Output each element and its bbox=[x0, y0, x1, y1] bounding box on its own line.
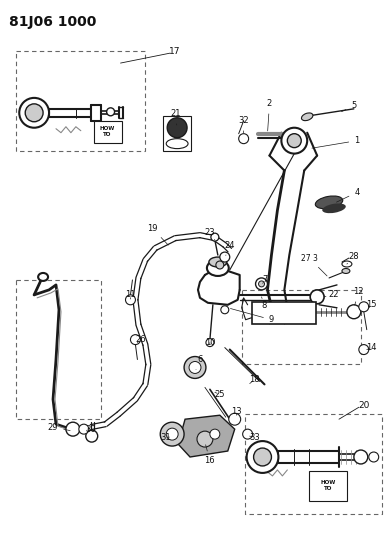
Circle shape bbox=[197, 431, 213, 447]
Ellipse shape bbox=[342, 261, 352, 267]
Circle shape bbox=[19, 98, 49, 128]
Bar bbox=[16, 51, 145, 151]
Circle shape bbox=[347, 305, 361, 319]
Bar bbox=[245, 414, 382, 514]
Text: 11: 11 bbox=[125, 290, 136, 300]
Circle shape bbox=[211, 233, 219, 241]
Circle shape bbox=[256, 278, 267, 290]
Circle shape bbox=[160, 422, 184, 446]
Ellipse shape bbox=[315, 196, 343, 209]
Text: 24: 24 bbox=[224, 240, 235, 255]
Circle shape bbox=[167, 118, 187, 138]
Text: 22: 22 bbox=[324, 290, 339, 300]
Text: 18: 18 bbox=[249, 375, 260, 384]
Circle shape bbox=[229, 413, 241, 425]
Ellipse shape bbox=[166, 139, 188, 149]
Circle shape bbox=[221, 306, 229, 314]
Circle shape bbox=[247, 441, 278, 473]
Circle shape bbox=[189, 361, 201, 374]
Circle shape bbox=[369, 452, 379, 462]
Circle shape bbox=[126, 295, 135, 305]
Circle shape bbox=[239, 134, 249, 144]
Text: 1: 1 bbox=[312, 136, 359, 148]
Circle shape bbox=[86, 430, 98, 442]
Polygon shape bbox=[178, 415, 235, 457]
Circle shape bbox=[206, 338, 214, 346]
Circle shape bbox=[131, 335, 140, 345]
Text: 2: 2 bbox=[267, 99, 272, 131]
Text: 8: 8 bbox=[262, 297, 267, 310]
Text: 9: 9 bbox=[230, 309, 274, 324]
Text: 5: 5 bbox=[341, 101, 357, 111]
Text: 19: 19 bbox=[147, 224, 168, 245]
Text: 12: 12 bbox=[353, 287, 364, 305]
Text: 29: 29 bbox=[48, 423, 70, 432]
Text: 14: 14 bbox=[366, 343, 377, 352]
Bar bbox=[16, 280, 100, 419]
Bar bbox=[309, 471, 347, 501]
Text: 4: 4 bbox=[337, 188, 359, 202]
Ellipse shape bbox=[342, 269, 350, 273]
Text: 6: 6 bbox=[196, 355, 203, 369]
Circle shape bbox=[359, 345, 369, 354]
Text: 33: 33 bbox=[249, 433, 260, 442]
Text: 27 3: 27 3 bbox=[301, 254, 327, 276]
Ellipse shape bbox=[322, 204, 346, 213]
Circle shape bbox=[25, 104, 43, 122]
Text: 32: 32 bbox=[239, 116, 249, 133]
Circle shape bbox=[216, 261, 224, 269]
Text: HOW
TO: HOW TO bbox=[320, 480, 336, 491]
Ellipse shape bbox=[301, 113, 313, 120]
Circle shape bbox=[210, 429, 220, 439]
Circle shape bbox=[79, 424, 89, 434]
Text: 28: 28 bbox=[347, 252, 359, 264]
Circle shape bbox=[282, 128, 307, 154]
Ellipse shape bbox=[209, 257, 227, 267]
Text: 17: 17 bbox=[169, 46, 181, 55]
Text: 81J06 1000: 81J06 1000 bbox=[9, 15, 97, 29]
Circle shape bbox=[184, 357, 206, 378]
Bar bbox=[242, 290, 361, 365]
Circle shape bbox=[359, 302, 369, 312]
Bar bbox=[163, 116, 191, 151]
Circle shape bbox=[254, 448, 271, 466]
Circle shape bbox=[220, 252, 230, 262]
Circle shape bbox=[107, 108, 115, 116]
Circle shape bbox=[66, 422, 80, 436]
Text: 25: 25 bbox=[215, 390, 225, 399]
Text: 30: 30 bbox=[86, 425, 96, 434]
Text: 21: 21 bbox=[170, 109, 180, 125]
Text: HOW
TO: HOW TO bbox=[100, 126, 115, 137]
Text: 15: 15 bbox=[366, 300, 377, 309]
Circle shape bbox=[287, 134, 301, 148]
Bar bbox=[94, 121, 122, 143]
Text: 7: 7 bbox=[262, 276, 267, 285]
Text: 31: 31 bbox=[160, 433, 170, 442]
Circle shape bbox=[166, 428, 178, 440]
Circle shape bbox=[258, 281, 264, 287]
Text: 26: 26 bbox=[135, 335, 146, 344]
Text: 23: 23 bbox=[204, 228, 215, 240]
Ellipse shape bbox=[207, 260, 229, 276]
Text: 10: 10 bbox=[204, 338, 215, 347]
Ellipse shape bbox=[38, 273, 48, 281]
Bar bbox=[251, 302, 316, 324]
Text: 20: 20 bbox=[358, 401, 369, 410]
Circle shape bbox=[354, 450, 368, 464]
Circle shape bbox=[243, 429, 253, 439]
Text: 13: 13 bbox=[231, 407, 242, 416]
Circle shape bbox=[310, 290, 324, 304]
Text: 16: 16 bbox=[204, 445, 215, 465]
